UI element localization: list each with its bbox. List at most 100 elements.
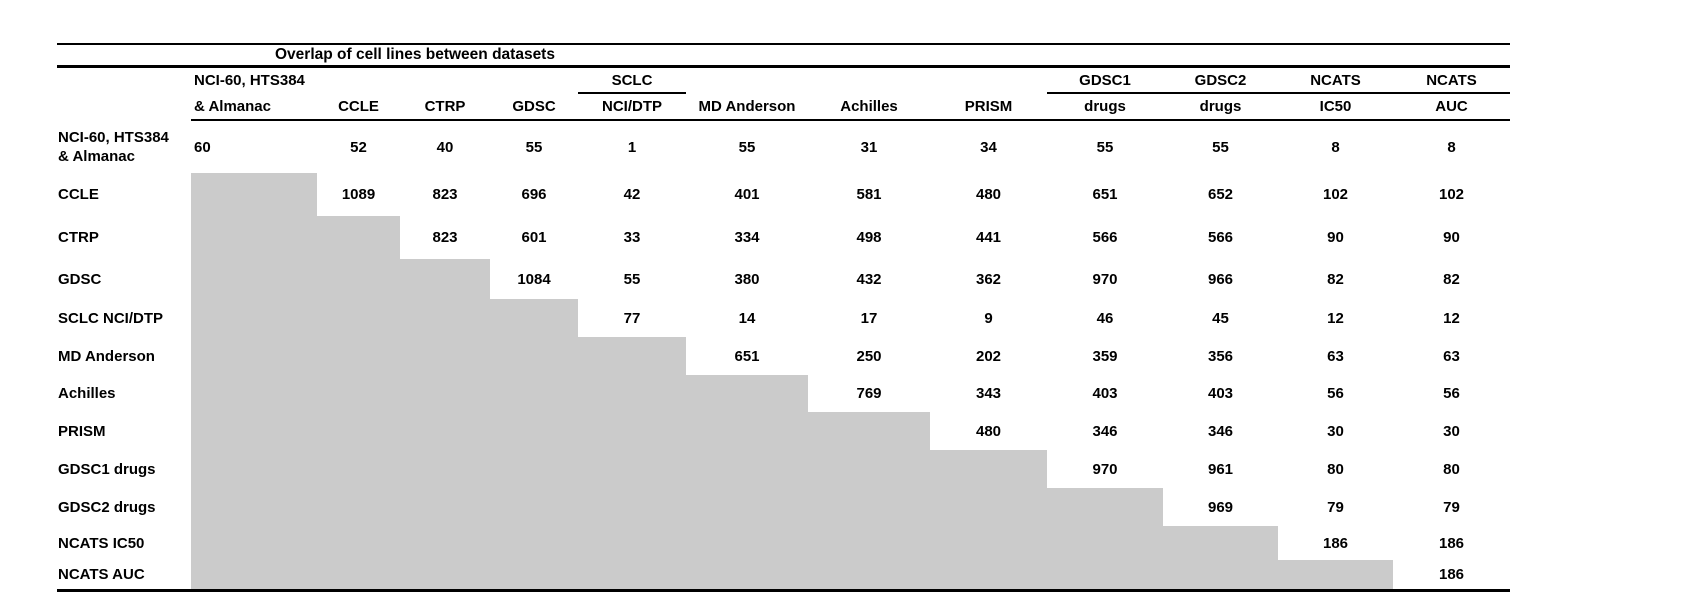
matrix-cell: 82: [1327, 270, 1344, 288]
column-header-bottom: NCI/DTP: [578, 93, 686, 121]
matrix-cell: 55: [1096, 138, 1114, 156]
matrix-cell: 82: [1443, 270, 1460, 288]
shaded-cell: [400, 337, 490, 375]
shaded-cell: [578, 488, 686, 526]
row-label: CCLE: [58, 186, 99, 203]
table-row: MD Anderson 651 250 202 359 356 63 63: [57, 337, 1510, 375]
shaded-cell: [808, 526, 930, 560]
matrix-cell: 79: [1327, 498, 1344, 516]
column-header-bottom: MD Anderson: [686, 93, 808, 121]
matrix-cell: 56: [1327, 385, 1344, 402]
matrix-cell: 79: [1443, 498, 1460, 516]
shaded-cell: [930, 560, 1047, 592]
matrix-cell: 52: [350, 138, 367, 156]
shaded-cell: [930, 450, 1047, 488]
shaded-cell: [317, 299, 400, 337]
matrix-cell: 1089: [341, 186, 376, 203]
shaded-cell: [490, 526, 578, 560]
matrix-cell: 250: [856, 347, 882, 365]
matrix-cell: 966: [1207, 270, 1234, 288]
matrix-cell: 480: [975, 422, 1002, 440]
matrix-cell: 823: [432, 229, 458, 246]
matrix-cell: 581: [856, 186, 882, 203]
row-label: NCATS AUC: [57, 560, 191, 592]
matrix-cell: 186: [1393, 560, 1510, 592]
shaded-cell: [191, 412, 317, 450]
shaded-cell: [808, 450, 930, 488]
matrix-cell: 30: [1327, 422, 1344, 440]
matrix-cell: 80: [1443, 460, 1460, 478]
row-label: SCLC NCI/DTP: [58, 309, 163, 327]
column-header-bottom: CCLE: [317, 93, 400, 121]
table-title-bar: Overlap of cell lines between datasets: [57, 43, 1510, 68]
shaded-cell: [808, 412, 930, 450]
shaded-cell: [686, 375, 808, 412]
matrix-cell: 961: [1207, 460, 1234, 478]
shaded-cell: [191, 299, 317, 337]
matrix-cell: 80: [1327, 460, 1344, 478]
shaded-cell: [1047, 560, 1163, 592]
table-row: NCATS AUC 186: [57, 560, 1510, 592]
shaded-cell: [490, 450, 578, 488]
matrix-cell: 969: [1207, 498, 1234, 516]
matrix-cell: 56: [1443, 385, 1460, 402]
table-row: GDSC2 drugs 969 79 79: [57, 488, 1510, 526]
column-header-bottom: PRISM: [930, 93, 1047, 121]
matrix-cell: 356: [1207, 347, 1234, 365]
shaded-cell: [686, 450, 808, 488]
matrix-cell: 346: [1092, 422, 1118, 440]
shaded-cell: [317, 560, 400, 592]
matrix-cell: 34: [980, 138, 997, 156]
column-header-top: [400, 68, 490, 93]
column-header-top: [317, 68, 400, 93]
matrix-cell: 380: [734, 270, 760, 288]
matrix-cell: 46: [1096, 309, 1114, 327]
matrix-cell: 12: [1443, 309, 1460, 327]
shaded-cell: [490, 299, 578, 337]
matrix-cell: 186: [1438, 534, 1465, 552]
matrix-cell: 63: [1443, 347, 1460, 365]
shaded-cell: [686, 526, 808, 560]
matrix-cell: 432: [856, 270, 882, 288]
shaded-cell: [191, 337, 317, 375]
matrix-cell: 652: [1207, 186, 1234, 203]
column-header-bottom: AUC: [1393, 93, 1510, 121]
row-label: Achilles: [58, 385, 116, 402]
table-row: NCATS IC50 186 186: [57, 526, 1510, 560]
table-row: CCLE 1089 823 696 42 401 581 480 651 652 102 102: [57, 173, 1510, 216]
shaded-cell: [317, 375, 400, 412]
matrix-cell: 55: [1212, 138, 1229, 156]
shaded-cell: [808, 488, 930, 526]
shaded-cell: [191, 526, 317, 560]
matrix-cell: 90: [1443, 229, 1460, 246]
matrix-cell: 102: [1322, 186, 1349, 203]
matrix-cell: 60: [194, 138, 211, 156]
matrix-cell: 8: [1447, 138, 1456, 156]
matrix-cell: 55: [525, 138, 543, 156]
matrix-cell: 823: [432, 186, 458, 203]
matrix-cell: 17: [860, 309, 878, 327]
table-row: Achilles 769 343 403 403 56 56: [57, 375, 1510, 412]
shaded-cell: [578, 375, 686, 412]
matrix-cell: 33: [623, 229, 641, 246]
matrix-cell: 601: [521, 229, 547, 246]
column-header-top: NCATS: [1393, 68, 1510, 94]
row-label: NCI-60, HTS384 & Almanac: [58, 128, 169, 165]
shaded-cell: [490, 412, 578, 450]
matrix-cell: 566: [1207, 229, 1234, 246]
matrix-cell: 55: [623, 270, 641, 288]
matrix-cell: 90: [1327, 229, 1344, 246]
matrix-cell: 186: [1322, 534, 1349, 552]
table-row: NCI-60, HTS384 & Almanac 60 52 40 55 1 55 31 34 5…: [57, 120, 1510, 173]
matrix-cell: 651: [734, 347, 760, 365]
matrix-cell: 403: [1092, 385, 1118, 402]
shaded-cell: [400, 375, 490, 412]
column-header-top: NCI-60, HTS384: [194, 72, 305, 89]
matrix-cell: 31: [860, 138, 878, 156]
shaded-cell: [317, 216, 400, 259]
shaded-cell: [578, 337, 686, 375]
shaded-cell: [578, 412, 686, 450]
shaded-cell: [686, 488, 808, 526]
matrix-cell: 55: [738, 138, 756, 156]
